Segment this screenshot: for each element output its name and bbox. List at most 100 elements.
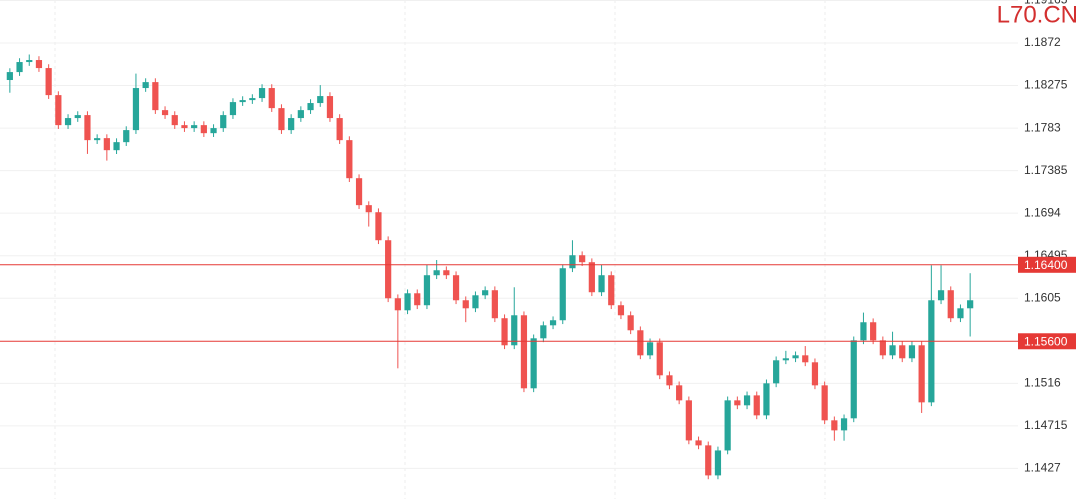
candle-body	[268, 88, 275, 109]
candle-body	[860, 322, 867, 341]
candle-body	[55, 95, 62, 126]
candle-body	[142, 82, 149, 89]
candle-body	[967, 300, 974, 309]
candle-body	[743, 395, 751, 406]
candle-body	[385, 240, 392, 299]
candle-body	[734, 400, 741, 406]
candle-body	[821, 385, 828, 421]
candle-body	[16, 62, 23, 73]
candle-body	[705, 445, 712, 476]
candle-body	[928, 300, 935, 403]
price-badge	[1018, 256, 1076, 273]
candle-body	[191, 125, 198, 129]
candle-body	[423, 275, 431, 306]
candle-body	[957, 308, 964, 319]
candle-body	[229, 102, 237, 116]
candle-body	[685, 400, 692, 441]
candle-body	[520, 315, 528, 389]
y-tick-label: 1.1516	[1024, 376, 1061, 390]
candle-body	[870, 322, 877, 341]
candle-body	[307, 103, 314, 111]
candle-body	[239, 100, 246, 103]
candle-body	[64, 118, 72, 126]
y-tick-label: 1.18275	[1024, 78, 1068, 92]
candle-body	[947, 290, 954, 319]
candle-body	[355, 178, 363, 206]
candle-body	[152, 82, 159, 111]
candle-body	[656, 342, 663, 376]
candle-body	[336, 118, 343, 141]
candle-body	[365, 205, 372, 213]
candle-body	[45, 68, 52, 96]
candle-body	[220, 115, 227, 129]
candle-body	[908, 345, 916, 359]
candle-body	[850, 340, 857, 419]
candle-body	[472, 295, 479, 309]
y-tick-label: 1.1872	[1024, 35, 1061, 49]
y-tick-label: 1.19165	[1024, 0, 1068, 7]
candle-body	[278, 108, 285, 131]
candle-body	[569, 255, 576, 269]
candle-body	[889, 345, 896, 356]
y-tick-label: 1.1694	[1024, 205, 1061, 219]
candle-body	[617, 305, 625, 316]
price-badge	[1018, 333, 1076, 350]
candle-body	[763, 383, 770, 416]
y-tick-label: 1.1605	[1024, 290, 1061, 304]
candle-body	[210, 128, 217, 134]
candle-body	[501, 318, 508, 346]
candle-body	[103, 138, 110, 151]
price-badge-label: 1.16400	[1024, 258, 1068, 272]
y-tick-label: 1.1783	[1024, 120, 1061, 134]
candle-body	[433, 270, 440, 276]
candle-body	[132, 88, 140, 131]
candle-body	[394, 298, 401, 311]
candle-body	[559, 268, 566, 321]
candle-body	[326, 96, 334, 119]
candle-body	[676, 385, 683, 401]
candle-body	[753, 395, 760, 416]
candle-body	[646, 342, 654, 356]
candle-body	[94, 138, 101, 141]
candle-body	[840, 418, 848, 431]
candle-body	[773, 360, 780, 384]
candle-body	[714, 450, 722, 476]
candle-body	[666, 375, 673, 386]
candle-body	[288, 118, 295, 131]
candle-body	[540, 325, 547, 339]
candle-body	[346, 140, 353, 179]
y-tick-label: 1.17385	[1024, 163, 1068, 177]
price-badge-label: 1.15600	[1024, 334, 1068, 348]
candle-body	[375, 212, 382, 241]
candle-body	[84, 115, 91, 141]
candle-body	[579, 255, 586, 263]
candle-body	[802, 355, 809, 363]
candle-body	[530, 338, 537, 389]
candle-body	[724, 400, 731, 451]
candle-body	[792, 355, 799, 359]
candle-body	[879, 340, 886, 356]
candle-body	[588, 262, 595, 293]
candle-body	[297, 110, 304, 119]
candle-body	[161, 110, 169, 116]
candle-body	[171, 115, 178, 126]
candle-body	[608, 275, 615, 306]
candle-body	[598, 275, 605, 293]
candle-body	[831, 420, 838, 431]
candle-body	[511, 315, 518, 346]
candle-body	[482, 290, 489, 296]
candle-body	[782, 358, 789, 361]
candle-body	[414, 293, 421, 306]
candle-body	[258, 88, 266, 99]
candle-body	[6, 72, 13, 81]
candle-body	[918, 345, 925, 403]
candle-body	[811, 362, 819, 386]
candle-body	[317, 96, 324, 104]
candle-body	[26, 60, 33, 63]
candle-body	[35, 60, 43, 69]
candle-body	[113, 142, 120, 151]
candle-body	[491, 290, 498, 319]
